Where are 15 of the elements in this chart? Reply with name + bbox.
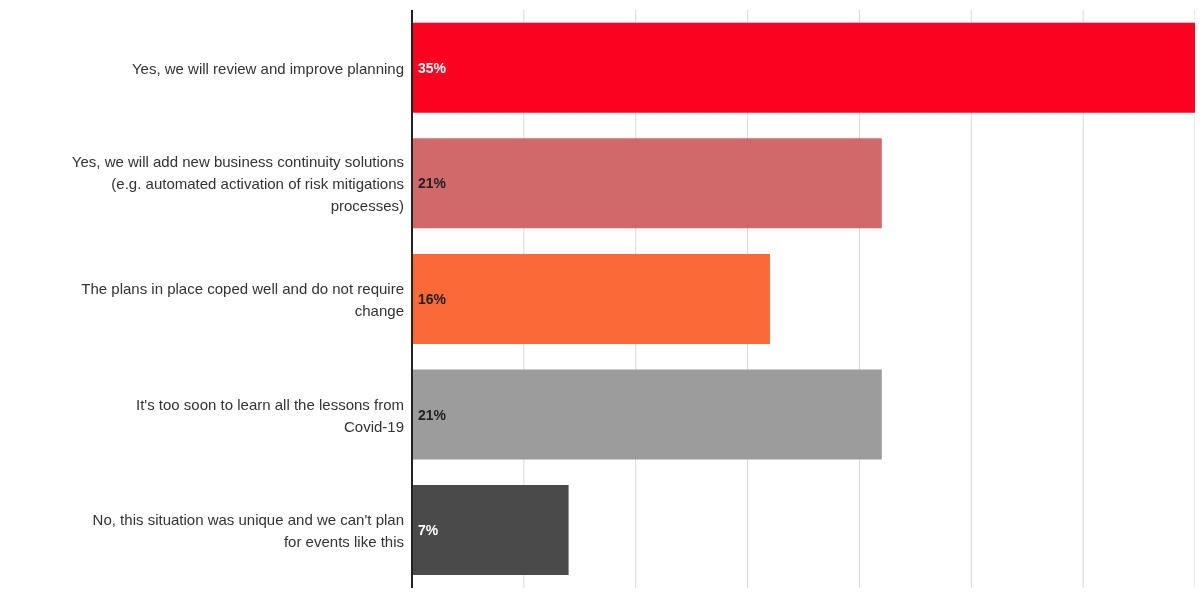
bar <box>412 485 569 576</box>
data-label: 21% <box>418 175 447 192</box>
data-label: 16% <box>418 290 447 307</box>
y-tick-label: No, this situation was unique and we can't plan for events like this <box>92 510 404 550</box>
bar <box>412 253 770 344</box>
y-tick-label: Yes, we will add new business continuity solutions (e.g. automated activation of risk mitigations processes) <box>71 152 404 214</box>
bar <box>412 369 882 460</box>
data-label: 7% <box>418 522 439 539</box>
y-tick-label: Yes, we will review and improve planning <box>131 59 404 77</box>
y-tick-label: The plans in place coped well and do not require change <box>81 279 404 319</box>
data-label: 21% <box>418 406 447 423</box>
y-tick-label: It's too soon to learn all the lessons from Covid-19 <box>135 395 404 435</box>
bar <box>412 22 1195 113</box>
bar <box>412 138 882 229</box>
data-label: 35% <box>418 59 447 76</box>
